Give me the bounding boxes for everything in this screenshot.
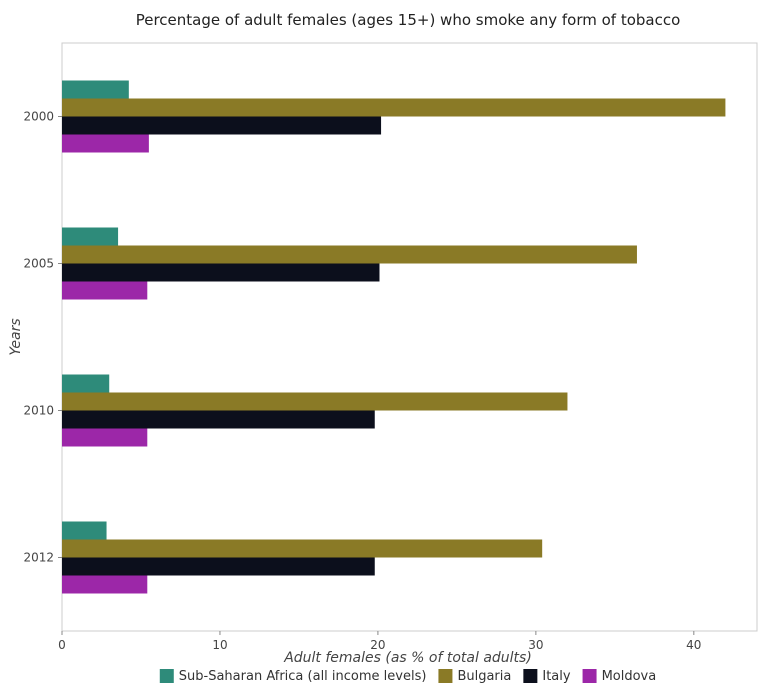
bar-italy-2005 (62, 263, 380, 282)
bar-sub-saharan-africa-all-income-levels--2012 (62, 521, 107, 540)
bar-bulgaria-2010 (62, 392, 568, 411)
legend-label: Moldova (602, 669, 657, 684)
y-tick-labels: 2000 2005 2010 2012 (23, 110, 62, 565)
y-tick-label: 2012 (23, 551, 54, 565)
x-tick-label: 30 (528, 638, 543, 652)
bar-moldova-2000 (62, 134, 149, 153)
bars-layer (62, 80, 726, 594)
x-tick-label: 20 (370, 638, 385, 652)
x-tick-label: 40 (686, 638, 701, 652)
legend-swatch (582, 669, 597, 683)
bar-bulgaria-2012 (62, 539, 543, 558)
chart-title: Percentage of adult females (ages 15+) w… (136, 11, 681, 29)
y-tick-label: 2005 (23, 257, 54, 271)
y-tick-label: 2000 (23, 110, 54, 124)
bar-sub-saharan-africa-all-income-levels--2000 (62, 80, 129, 99)
bar-sub-saharan-africa-all-income-levels--2010 (62, 374, 110, 393)
y-tick-label: 2010 (23, 404, 54, 418)
bar-italy-2010 (62, 410, 375, 429)
x-axis-title: Adult females (as % of total adults) (283, 650, 532, 666)
legend: Sub-Saharan Africa (all income levels) Bu… (159, 669, 657, 684)
bar-italy-2012 (62, 557, 375, 576)
x-tick-label: 0 (58, 638, 66, 652)
legend-label: Italy (542, 669, 571, 684)
bar-moldova-2012 (62, 575, 148, 594)
plot-area (61, 42, 758, 632)
bar-moldova-2005 (62, 281, 148, 300)
bar-sub-saharan-africa-all-income-levels--2005 (62, 227, 119, 246)
legend-swatch (523, 669, 538, 683)
legend-label: Sub-Saharan Africa (all income levels) (179, 669, 427, 684)
legend-swatch (438, 669, 453, 683)
x-tick-labels: 0 10 20 30 40 (58, 631, 701, 652)
bar-bulgaria-2005 (62, 245, 637, 264)
x-tick-label: 10 (212, 638, 227, 652)
legend-swatch (159, 669, 174, 683)
bar-moldova-2010 (62, 428, 148, 447)
bar-italy-2000 (62, 116, 382, 135)
bar-bulgaria-2000 (62, 98, 726, 117)
legend-label: Bulgaria (457, 669, 511, 684)
y-axis-title: Years (8, 318, 24, 355)
